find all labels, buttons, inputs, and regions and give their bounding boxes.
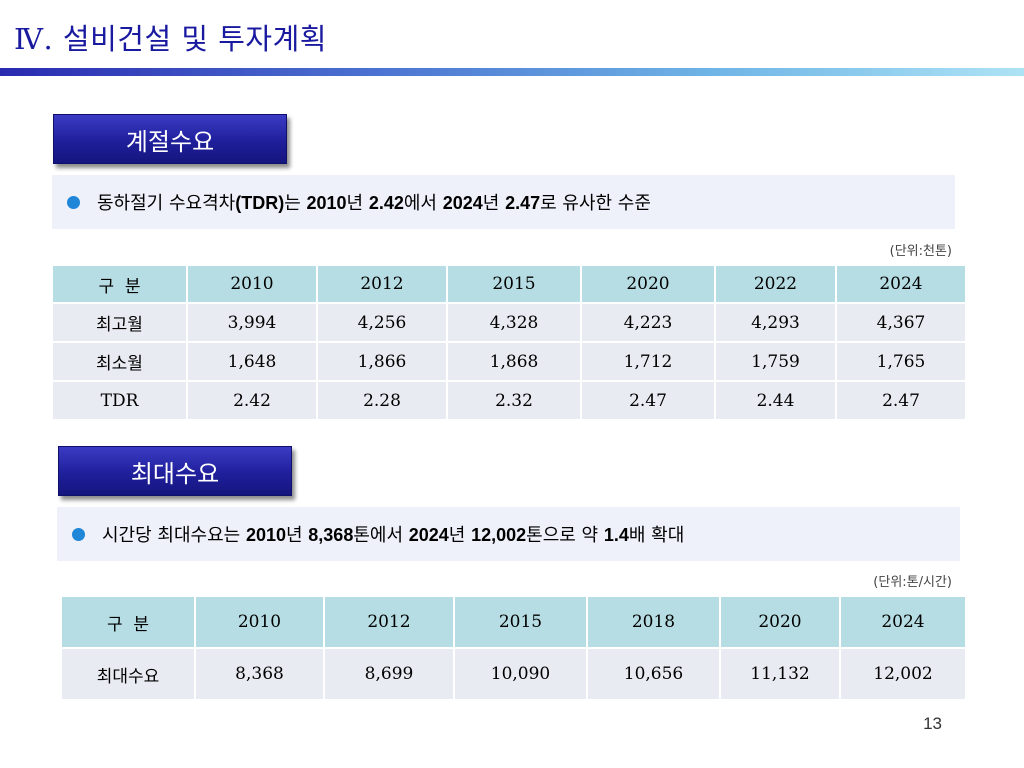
table-header-row: 구 분 2010 2012 2015 2018 2020 2024: [60, 595, 967, 649]
header-cell: 2010: [186, 264, 318, 304]
table-cell: 8,368: [194, 647, 325, 701]
table-cell: 2.44: [714, 380, 837, 421]
table-cell: 1,868: [446, 341, 582, 382]
table-cell: 1,765: [835, 341, 967, 382]
table-cell: 4,367: [835, 302, 967, 343]
slide-title: Ⅳ. 설비건설 및 투자계획: [14, 22, 327, 56]
summary-text-max-demand: 시간당 최대수요는 2010년 8,368톤에서 2024년 12,002톤으로…: [102, 525, 685, 546]
table-cell: 2.42: [186, 380, 318, 421]
seasonal-demand-table: 구 분 2010 2012 2015 2020 2022 2024 최고월 3,…: [51, 264, 967, 421]
table-cell: 4,256: [316, 302, 448, 343]
table-cell: 10,656: [586, 647, 721, 701]
table-cell: 3,994: [186, 302, 318, 343]
row-label-cell: 최소월: [51, 341, 188, 382]
header-cell: 2024: [835, 264, 967, 304]
table-cell: 4,328: [446, 302, 582, 343]
table-cell: 10,090: [453, 647, 588, 701]
table-row: 최대수요 8,368 8,699 10,090 10,656 11,132 12…: [60, 647, 967, 701]
bullet-icon: [72, 527, 85, 541]
summary-box-seasonal: 동하절기 수요격차(TDR)는 2010년 2.42에서 2024년 2.47로…: [52, 175, 955, 229]
bullet-icon: [67, 195, 80, 209]
unit-label-max-demand: (단위:톤/시간): [873, 575, 952, 590]
summary-box-max-demand: 시간당 최대수요는 2010년 8,368톤에서 2024년 12,002톤으로…: [57, 507, 960, 561]
summary-text-seasonal: 동하절기 수요격차(TDR)는 2010년 2.42에서 2024년 2.47로…: [97, 193, 651, 214]
header-cell: 구 분: [51, 264, 188, 304]
row-label-cell: 최고월: [51, 302, 188, 343]
header-cell: 2012: [316, 264, 448, 304]
section-label-max-demand: 최대수요: [58, 446, 292, 496]
section-label-seasonal-demand: 계절수요: [53, 114, 287, 164]
section-label-text: 계절수요: [125, 127, 215, 156]
table-cell: 2.32: [446, 380, 582, 421]
table-row: 최소월 1,648 1,866 1,868 1,712 1,759 1,765: [51, 341, 967, 382]
header-cell: 2022: [714, 264, 837, 304]
table-cell: 11,132: [719, 647, 841, 701]
unit-label-seasonal: (단위:천톤): [889, 244, 952, 259]
table-cell: 2.28: [316, 380, 448, 421]
title-underline-bar: [0, 68, 1024, 76]
table-cell: 1,866: [316, 341, 448, 382]
table-header-row: 구 분 2010 2012 2015 2020 2022 2024: [51, 264, 967, 304]
row-label-cell: 최대수요: [60, 647, 196, 701]
header-cell: 2015: [446, 264, 582, 304]
page-number: 13: [923, 714, 942, 733]
table-row: TDR 2.42 2.28 2.32 2.47 2.44 2.47: [51, 380, 967, 421]
table-cell: 2.47: [580, 380, 716, 421]
header-cell: 2024: [839, 595, 967, 649]
header-cell: 2015: [453, 595, 588, 649]
row-label-cell: TDR: [51, 380, 188, 421]
table-cell: 4,293: [714, 302, 837, 343]
table-cell: 1,712: [580, 341, 716, 382]
section-label-text: 최대수요: [130, 459, 220, 488]
table-cell: 12,002: [839, 647, 967, 701]
max-demand-table: 구 분 2010 2012 2015 2018 2020 2024 최대수요 8…: [60, 595, 967, 701]
header-cell: 구 분: [60, 595, 196, 649]
header-cell: 2018: [586, 595, 721, 649]
table-cell: 1,648: [186, 341, 318, 382]
table-row: 최고월 3,994 4,256 4,328 4,223 4,293 4,367: [51, 302, 967, 343]
header-cell: 2012: [323, 595, 455, 649]
header-cell: 2020: [580, 264, 716, 304]
table-cell: 4,223: [580, 302, 716, 343]
table-cell: 1,759: [714, 341, 837, 382]
header-cell: 2010: [194, 595, 325, 649]
table-cell: 8,699: [323, 647, 455, 701]
header-cell: 2020: [719, 595, 841, 649]
table-cell: 2.47: [835, 380, 967, 421]
